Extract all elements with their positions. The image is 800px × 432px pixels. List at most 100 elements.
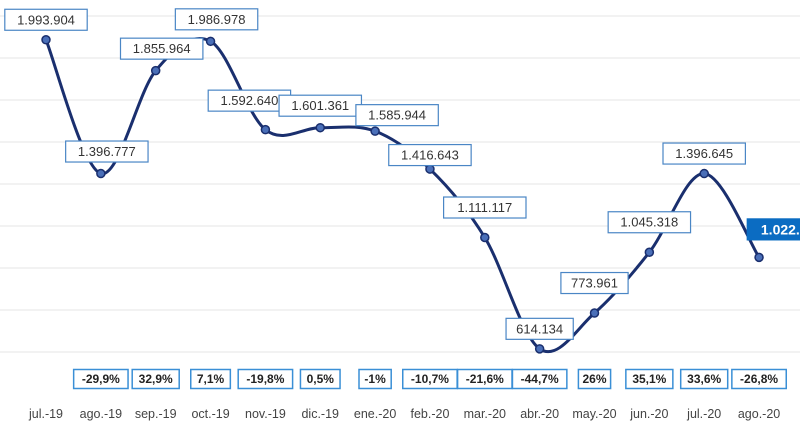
x-tick-label: nov.-19 [245,407,286,421]
pct-change-box [131,368,180,390]
pct-change-text: 35,1% [632,372,666,386]
data-point [150,65,161,76]
x-tick-label: feb.-20 [410,407,449,421]
pct-change-labels: -29,9% 32,9% 7,1% -19,8% 0,5% -1% -10,7% -21,6%… [72,368,787,390]
data-point [754,252,764,263]
pct-change-box [511,368,568,390]
value-label: 1.396.777 [65,140,149,163]
pct-change-box [299,368,341,390]
pct-change-box [237,368,294,390]
pct-change-text: 7,1% [197,372,225,386]
pct-change-box [679,368,729,390]
value-label-box [662,142,747,165]
data-point [260,124,271,135]
value-label: 773.961 [560,271,629,295]
data-point [644,247,655,257]
data-point [370,126,380,136]
x-tick-label: dic.-19 [301,407,339,421]
value-label-text: 1.592.640 [220,93,278,108]
x-tick-label: mar.-20 [464,407,506,421]
x-tick-label: oct.-19 [191,407,229,421]
value-label-text: 1.993.904 [17,12,75,27]
pct-change-label: -21,6% [456,368,513,390]
pct-change-text: -10,7% [411,372,449,386]
value-label: 614.134 [505,317,574,340]
value-label-box [355,104,439,127]
data-point [315,122,325,133]
value-label-text: 1.045.318 [620,215,678,230]
pct-change-label: 33,6% [679,368,729,390]
value-label-text: 1.585.944 [368,108,426,123]
value-label: 1.986.978 [174,8,259,31]
pct-change-label: 0,5% [299,368,341,390]
pct-change-text: -1% [364,372,386,386]
value-label: 1.022.388 [746,218,800,241]
x-axis-ticks: jul.-19 ago.-19 sep.-19 oct.-19 nov.-19 dic.-… [28,407,780,421]
value-label: 1.592.640 [207,89,292,112]
value-label-box [119,37,204,60]
x-tick-label: sep.-19 [135,407,177,421]
pct-change-text: 0,5% [307,372,335,386]
x-tick-label: jun.-20 [629,407,668,421]
pct-change-box [731,368,787,390]
pct-change-text: 32,9% [139,372,173,386]
x-tick-label: jul.-20 [686,407,721,421]
value-label-text: 1.396.777 [78,144,136,159]
data-point [41,35,51,45]
value-label: 1.855.964 [119,37,204,60]
value-label: 1.111.117 [443,196,527,219]
x-tick-label: may.-20 [572,407,616,421]
data-point [205,36,216,47]
pct-change-box [72,368,129,390]
pct-change-label: 35,1% [625,368,674,390]
x-tick-label: ene.-20 [354,407,396,421]
value-label-box [505,317,574,340]
pct-change-label: -44,7% [511,368,568,390]
pct-change-label: -10,7% [402,368,458,390]
value-label: 1.585.944 [355,104,439,127]
pct-change-text: -44,7% [521,372,559,386]
x-tick-label: ago.-20 [738,407,780,421]
value-label-text: 1.601.361 [291,98,349,113]
pct-change-box [625,368,674,390]
value-label-text: 1.111.117 [457,200,512,215]
pct-change-label: -19,8% [237,368,294,390]
pct-change-text: 33,6% [687,372,721,386]
value-label-box [443,196,527,219]
pct-change-box [358,368,392,390]
pct-change-label: 7,1% [190,368,232,390]
value-label-box [560,271,629,295]
value-label-box [388,143,472,167]
pct-change-text: -26,8% [740,372,778,386]
value-label: 1.416.643 [388,143,472,167]
x-tick-label: abr.-20 [520,407,559,421]
pct-change-label: 32,9% [131,368,180,390]
value-label-text: 773.961 [571,276,618,291]
series-line [44,37,761,353]
data-points [41,35,764,354]
value-label-text: 1.022.388 [761,221,800,237]
pct-change-text: -29,9% [82,372,120,386]
value-label-text: 1.416.643 [401,148,459,163]
value-label-text: 1.396.645 [675,146,733,161]
pct-change-label: -1% [358,368,392,390]
data-point [589,308,600,318]
value-label-box [4,8,88,31]
value-labels: 1.993.904 1.396.777 1.855.964 1.986.978 1.59… [4,8,800,340]
pct-change-text: -21,6% [466,372,504,386]
pct-change-box [577,368,612,390]
value-label-text: 1.986.978 [188,12,246,27]
pct-change-label: -29,9% [72,368,129,390]
x-tick-label: ago.-19 [80,407,122,421]
data-point [96,168,106,179]
pct-change-label: -26,8% [731,368,787,390]
pct-change-box [190,368,232,390]
value-label: 1.993.904 [4,8,88,31]
pct-change-text: 26% [582,372,606,386]
x-tick-label: jul.-19 [28,407,63,421]
value-label-box [607,211,692,234]
value-label-box [65,140,149,163]
value-label: 1.045.318 [607,211,692,234]
pct-change-text: -19,8% [246,372,284,386]
